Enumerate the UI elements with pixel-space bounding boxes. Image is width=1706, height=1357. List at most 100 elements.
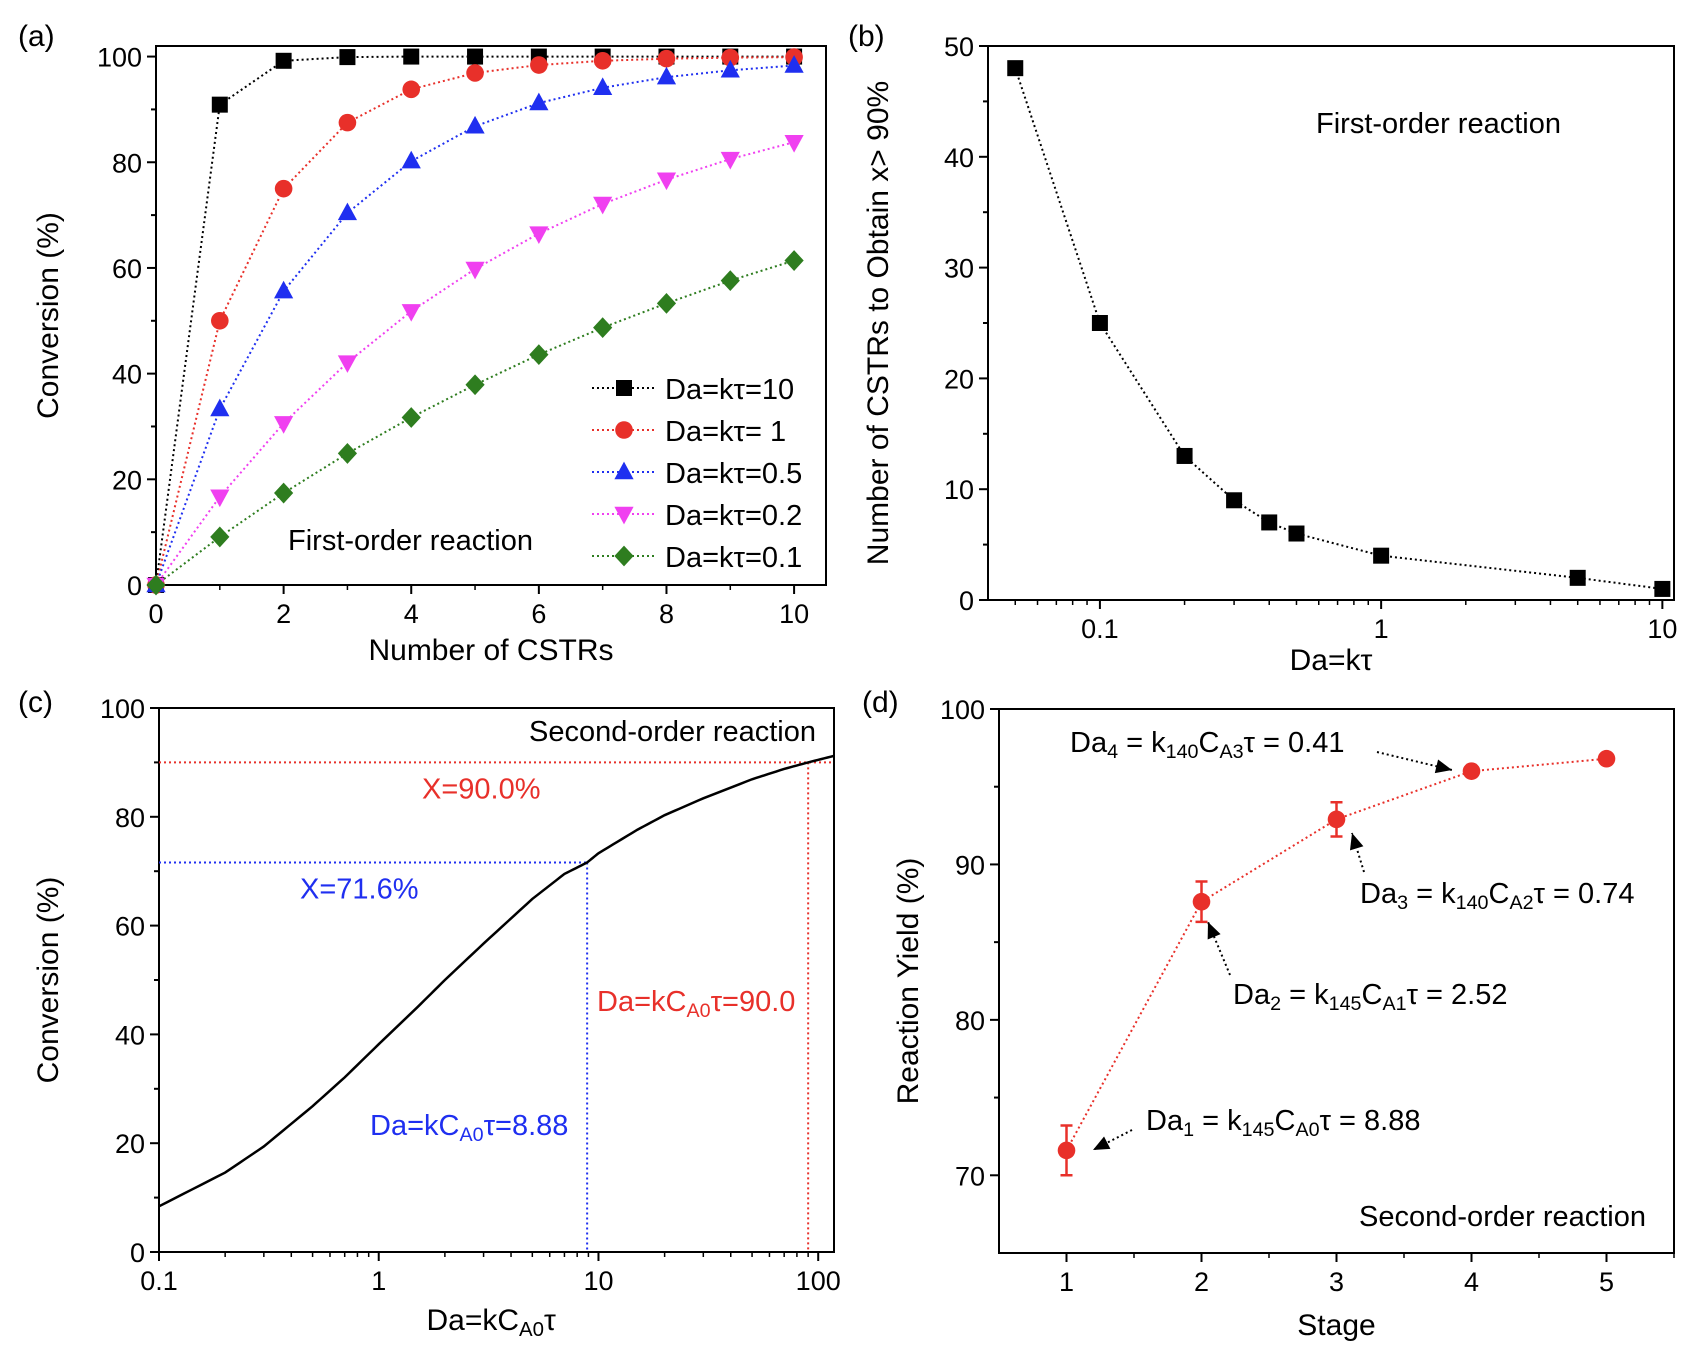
- y-tick-label: 10: [944, 475, 974, 505]
- x-tick-label: 3: [1329, 1267, 1344, 1297]
- series-3: [146, 134, 804, 596]
- y-tick-label: 80: [955, 1006, 985, 1036]
- annotation: First-order reaction: [1316, 108, 1561, 140]
- subscript: A0: [686, 1000, 710, 1022]
- data-point: [467, 48, 484, 65]
- arrow-head-icon: [1207, 922, 1221, 940]
- arrow-head-icon: [1434, 759, 1452, 774]
- reference-x-label: Da=kCA0τ=90.0: [597, 986, 795, 1022]
- data-point: [529, 92, 549, 111]
- y-tick-label: 40: [115, 1020, 145, 1050]
- data-point: [274, 280, 294, 299]
- data-point: [210, 526, 230, 548]
- text-span: Da=kC: [370, 1110, 459, 1142]
- plot-frame: [998, 708, 1675, 1254]
- x-tick-label: 2: [1194, 1267, 1209, 1297]
- legend-label: Da=kτ= 1: [665, 416, 786, 448]
- data-point: [402, 80, 421, 99]
- text-span: = k: [1194, 1105, 1242, 1137]
- data-point: [465, 374, 485, 396]
- subscript: A0: [1295, 1119, 1319, 1141]
- data-point: [1569, 569, 1586, 586]
- series-4: [146, 250, 804, 596]
- data-point: [339, 49, 356, 66]
- subscript: 145: [1329, 993, 1362, 1015]
- legend-item: Da=kτ=0.5: [592, 458, 802, 490]
- text-span: Da=kC: [597, 986, 686, 1018]
- text-span: τ = 0.74: [1534, 878, 1635, 910]
- series-line: [155, 64, 795, 586]
- y-tick-label: 80: [112, 148, 142, 178]
- series-line: [155, 141, 795, 586]
- x-tick-label: 5: [1599, 1267, 1614, 1297]
- y-tick-label: 100: [97, 43, 142, 73]
- plot-frame: [155, 45, 827, 586]
- point-label: Da2 = k145CA1τ = 2.52: [1233, 979, 1508, 1015]
- data-point: [720, 270, 740, 292]
- x-tick-label: 100: [796, 1266, 841, 1296]
- y-tick-label: 100: [940, 695, 985, 725]
- x-tick-label: 1: [371, 1266, 386, 1296]
- point-label: Da4 = k140CA3τ = 0.41: [1070, 727, 1345, 763]
- data-point: [1176, 447, 1193, 464]
- data-point: [401, 150, 421, 169]
- y-axis-title: Conversion (%): [32, 877, 65, 1084]
- x-axis-title: Da=kCA0τ: [427, 1304, 557, 1341]
- panel-label: (b): [848, 20, 885, 53]
- y-tick-label: 50: [944, 32, 974, 62]
- reference-x-label: Da=kCA0τ=8.88: [370, 1110, 568, 1146]
- subscript: A1: [1382, 993, 1406, 1015]
- data-point: [656, 292, 677, 314]
- series-line: [155, 55, 795, 586]
- y-tick-label: 60: [115, 912, 145, 942]
- arrow-line: [1351, 832, 1365, 873]
- data-point: [593, 77, 613, 95]
- legend-marker: [614, 506, 634, 525]
- x-tick-label: 2: [276, 599, 291, 629]
- data-point: [210, 489, 230, 508]
- annotation: First-order reaction: [288, 525, 533, 557]
- series-0: [158, 754, 835, 1208]
- data-point: [529, 344, 549, 366]
- x-tick-label: 0: [148, 599, 163, 629]
- y-tick-label: 40: [944, 143, 974, 173]
- data-point: [466, 64, 484, 82]
- text-span: C: [1198, 727, 1219, 759]
- y-axis-title: Conversion (%): [32, 212, 65, 419]
- text-span: τ=8.88: [484, 1110, 569, 1142]
- subscript: 2: [1270, 993, 1281, 1015]
- data-point: [401, 407, 421, 428]
- data-point: [211, 96, 228, 113]
- reference-label: X=90.0%: [422, 773, 541, 805]
- data-point: [1288, 525, 1305, 542]
- panel-label: (c): [18, 686, 53, 719]
- legend-item: Da=kτ=10: [592, 374, 794, 406]
- y-tick-label: 40: [112, 360, 142, 390]
- data-point: [1091, 315, 1108, 331]
- data-point: [338, 113, 357, 132]
- text-span: τ = 0.41: [1244, 727, 1345, 759]
- subscript: A0: [519, 1319, 544, 1341]
- text-span: Da: [1233, 979, 1271, 1011]
- legend-item: Da=kτ= 1: [592, 416, 786, 448]
- legend: Da=kτ=10 Da=kτ= 1 Da=kτ=0.5 Da=kτ=0.2 Da=kτ=…: [592, 374, 802, 574]
- legend-marker: [616, 380, 632, 396]
- x-tick-label: 0.1: [140, 1266, 178, 1296]
- text-span: = k: [1118, 727, 1166, 759]
- panel-label: (a): [18, 20, 55, 53]
- subscript: A0: [459, 1124, 483, 1146]
- data-point: [529, 226, 549, 244]
- legend-label: Da=kτ=0.2: [665, 500, 802, 532]
- y-tick-label: 60: [112, 254, 142, 284]
- text-span: = k: [1281, 979, 1329, 1011]
- series-2: [146, 55, 804, 593]
- y-tick-label: 0: [130, 1238, 145, 1268]
- text-span: Da=kC: [427, 1304, 520, 1337]
- y-tick-label: 80: [115, 803, 145, 833]
- series-line: [155, 56, 795, 586]
- x-tick-label: 1: [1059, 1267, 1074, 1297]
- text-span: Da: [1146, 1105, 1184, 1137]
- text-span: τ: [544, 1304, 556, 1337]
